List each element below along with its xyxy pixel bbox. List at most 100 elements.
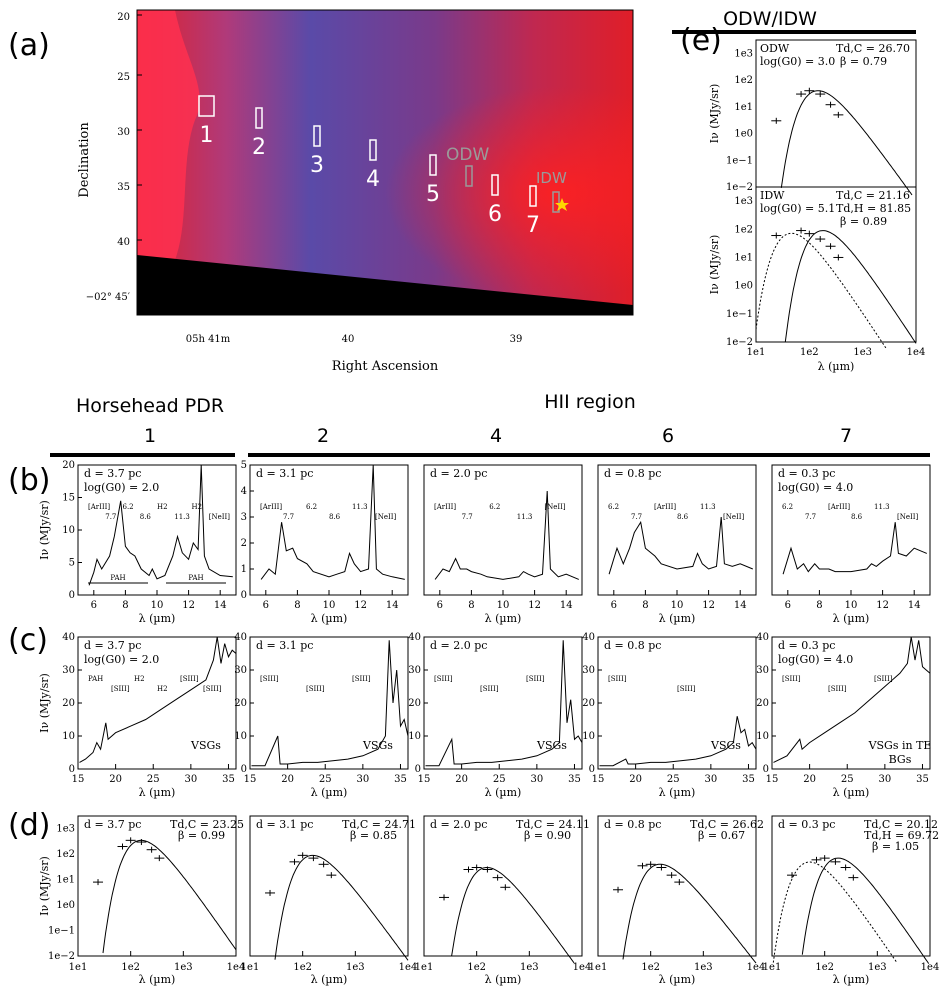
- region-label: 6: [488, 202, 502, 227]
- y-tick-label: 30: [756, 665, 769, 676]
- line-label: 8.6: [677, 513, 689, 521]
- x-tick-label: 8: [294, 600, 300, 611]
- y-tick-label: 1e−2: [726, 337, 753, 348]
- x-tick-label: 1e1: [747, 347, 766, 358]
- spectrum-line: [434, 490, 579, 580]
- line-label: 7.7: [105, 513, 116, 521]
- y-tick-label: 1e−1: [48, 926, 75, 937]
- y-tick-label: 20: [582, 698, 595, 709]
- line-label: H2: [134, 675, 145, 683]
- line-label: 11.3: [517, 513, 533, 521]
- dec-tick-label: 30: [117, 127, 130, 138]
- y-tick-label: 40: [756, 632, 769, 643]
- subplot-frame: [423, 815, 583, 957]
- y-tick-label: 1e0: [56, 900, 75, 911]
- x-tick-label: 1e1: [415, 962, 434, 973]
- x-axis-label: λ (µm): [139, 973, 176, 986]
- region-box: [369, 139, 377, 161]
- sed-fit-curve: [784, 230, 917, 344]
- line-label: [NeII]: [544, 503, 566, 511]
- panel-letter-a: (a): [8, 28, 50, 63]
- x-tick-label: 6: [437, 600, 443, 611]
- distance-label: d = 0.8 pc: [604, 467, 661, 480]
- x-axis-label: λ (µm): [485, 786, 522, 799]
- x-tick-label: 1e2: [121, 962, 140, 973]
- g0-label: log(G0) = 4.0: [778, 481, 853, 494]
- line-label: 6.2: [782, 503, 793, 511]
- x-tick-label: 20: [455, 774, 468, 785]
- spectrum-line: [79, 636, 237, 763]
- header-number: 4: [490, 425, 502, 447]
- x-tick-label: 12: [876, 600, 889, 611]
- y-tick-label: 40: [408, 632, 421, 643]
- x-tick-label: 12: [182, 600, 195, 611]
- subplot: 1e1 1e2 1e3 1e4 d = 3.1 pc Td,C = 24.71β = 0.…: [241, 815, 417, 986]
- x-tick-label: 12: [702, 600, 715, 611]
- header-pdr: Horsehead PDR: [76, 395, 224, 417]
- subplot: 6 8 10 12 14 d = 2.0 pc [ArIII] 7.7 6.2 11.3 [NeII…: [423, 464, 583, 625]
- line-label: [NeII]: [209, 513, 231, 521]
- spectrum-line: [425, 640, 583, 767]
- x-tick-label: 25: [147, 774, 160, 785]
- sed-fit-curve: [274, 854, 409, 961]
- y-tick-label: 2: [241, 538, 247, 549]
- y-tick-label: 1: [241, 564, 247, 575]
- horsehead-ridge: [137, 10, 200, 260]
- y-tick-label: 1e0: [734, 281, 753, 292]
- image-mask: [137, 255, 633, 315]
- vsg-note: VSGs: [710, 739, 741, 752]
- y-tick-label: 30: [62, 665, 75, 676]
- vsg-note: BGs: [889, 753, 912, 766]
- region-name: IDW: [760, 189, 785, 202]
- x-tick-label: 30: [704, 774, 717, 785]
- y-tick-label: 10: [756, 731, 769, 742]
- y-tick-label: 0: [241, 764, 247, 775]
- x-tick-label: 1e1: [589, 962, 608, 973]
- y-axis-label: Iν (MJy/sr): [708, 235, 721, 295]
- g0-label: log(G0) = 5.1: [760, 202, 835, 215]
- subplot: 15 20 25 30 35 0 10 20 30 40 d = 3.1 pc [SIII] [SIII…: [234, 632, 409, 799]
- line-label: 7.7: [462, 513, 473, 521]
- distance-label: d = 3.1 pc: [256, 818, 313, 831]
- region-box: [491, 174, 499, 196]
- line-label: 11.3: [174, 513, 190, 521]
- idw-label: IDW: [536, 169, 567, 187]
- line-label: H2: [157, 503, 168, 511]
- y-tick-label: 40: [234, 632, 247, 643]
- line-label: 11.3: [352, 503, 368, 511]
- line-label: [ArIII]: [828, 503, 850, 511]
- sed-fit-curve: [622, 863, 757, 964]
- y-tick-label: 1e3: [56, 824, 75, 835]
- sed-fit-curve: [801, 857, 930, 964]
- region-box: [313, 125, 321, 147]
- region-label: 4: [366, 167, 380, 192]
- line-label: [SIII]: [111, 685, 130, 693]
- ra-tick-label: 40: [342, 334, 355, 345]
- x-tick-label: 6: [785, 600, 791, 611]
- y-tick-label: 3: [241, 512, 247, 523]
- x-tick-label: 20: [109, 774, 122, 785]
- header-hii: HII region: [544, 391, 636, 413]
- y-tick-label: 1e2: [734, 224, 753, 235]
- x-tick-label: 1e3: [868, 962, 887, 973]
- temp-label: Td,C = 26.70: [836, 42, 910, 55]
- x-tick-label: 6: [611, 600, 617, 611]
- y-tick-label: 10: [62, 525, 75, 536]
- x-tick-label: 14: [734, 600, 747, 611]
- x-tick-label: 35: [916, 774, 929, 785]
- y-tick-label: 1e0: [734, 129, 753, 140]
- line-label: PAH: [88, 675, 103, 683]
- g0-label: log(G0) = 2.0: [84, 481, 159, 494]
- temp-label: Td,C = 24.11: [516, 818, 590, 831]
- vsg-note: VSGs: [536, 739, 567, 752]
- y-tick-label: 1e3: [734, 48, 753, 59]
- header-number: 1: [144, 425, 156, 447]
- region-name: ODW: [760, 42, 790, 55]
- line-label: 6.2: [123, 503, 134, 511]
- x-tick-label: 30: [530, 774, 543, 785]
- line-label: 11.3: [700, 503, 716, 511]
